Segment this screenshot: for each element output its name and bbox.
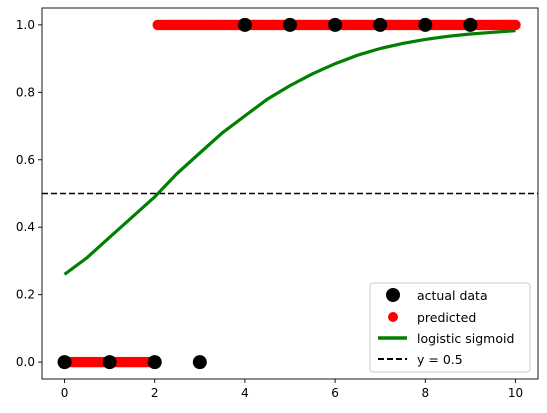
actual-data-point (192, 355, 207, 370)
x-tick-label: 2 (151, 386, 159, 400)
actual-data-point (102, 355, 117, 370)
y-tick-label: 0.8 (16, 85, 35, 99)
actual-data-point (237, 17, 252, 32)
actual-data-point (147, 355, 162, 370)
legend-label-threshold: y = 0.5 (417, 352, 463, 367)
x-tick-label: 0 (61, 386, 69, 400)
y-tick-label: 0.0 (16, 355, 35, 369)
actual-data-point (418, 17, 433, 32)
sigmoid-line (63, 29, 516, 276)
legend: actual data predicted logistic sigmoid y… (369, 282, 531, 373)
legend-label-actual-data: actual data (417, 288, 488, 303)
actual-data-point (373, 17, 388, 32)
actual-data-point (57, 355, 72, 370)
legend-frame (369, 282, 531, 373)
actual-data-point (463, 17, 478, 32)
actual-data-point (328, 17, 343, 32)
y-tick-label: 1.0 (16, 18, 35, 32)
legend-label-logistic-sigmoid: logistic sigmoid (417, 331, 514, 346)
x-tick-label: 8 (421, 386, 429, 400)
plot-frame (41, 7, 539, 380)
predicted-point (510, 19, 521, 31)
actual-data-point (283, 17, 297, 32)
legend-marker-actual-data (386, 288, 400, 302)
x-tick-label: 4 (241, 386, 249, 400)
y-tick-label: 0.6 (16, 153, 35, 167)
y-tick-label: 0.2 (16, 288, 35, 302)
x-tick-label: 6 (331, 386, 339, 400)
y-tick-label: 0.4 (16, 220, 35, 234)
x-tick-label: 10 (508, 386, 523, 400)
legend-marker-predicted (388, 312, 398, 322)
legend-label-predicted: predicted (417, 310, 476, 325)
